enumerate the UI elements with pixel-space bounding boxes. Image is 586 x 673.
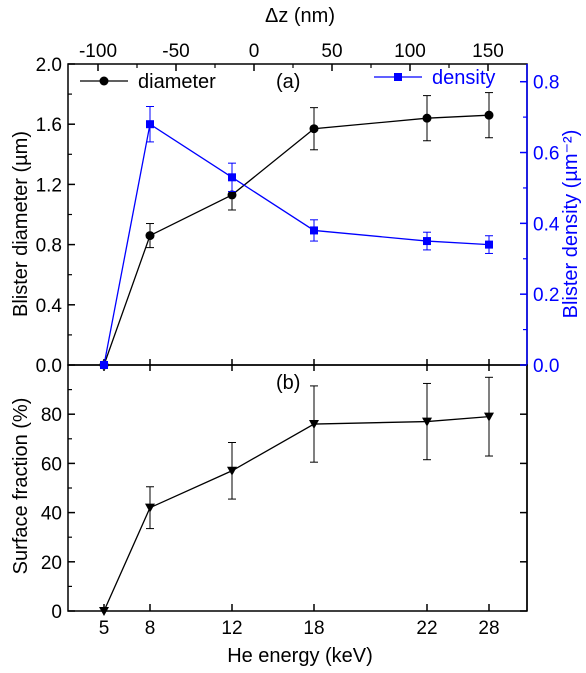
- plot-layer: 0.0 0.4 0.8 1.2 1.6 2.0 0.0 0.2 0.4 0.6 0.8 -100 -50…: [36, 41, 560, 639]
- y2-tick-label-density: 0.8: [533, 73, 559, 94]
- x-axis-title: He energy (keV): [227, 645, 373, 667]
- y-tick-label-diameter: 0.4: [36, 296, 63, 317]
- top-axis-tick-label: 0: [249, 41, 260, 62]
- surface-fraction-point: [309, 420, 319, 430]
- y-tick-label-surface: 60: [41, 454, 62, 475]
- legend-density-label: density: [432, 67, 495, 89]
- y-tick-label-surface: 40: [41, 504, 62, 525]
- x-tick-label: 5: [99, 618, 110, 639]
- panel-b-frame: [67, 364, 528, 612]
- top-axis-tick-label: 150: [472, 41, 504, 62]
- density-line: [103, 123, 490, 366]
- surface-fraction-point: [99, 607, 109, 616]
- density-point: [100, 361, 108, 369]
- x-tick-label: 22: [416, 618, 437, 639]
- diameter-point: [422, 113, 432, 123]
- y-tick-label-diameter: 1.6: [36, 115, 62, 136]
- density-point: [310, 226, 318, 235]
- diameter-point: [484, 110, 494, 120]
- panel-a-frame: [67, 63, 528, 366]
- surface-fraction-point: [145, 503, 155, 513]
- y-axis-title-surface: Surface fraction (%): [10, 398, 32, 575]
- surface-fraction-point: [422, 417, 432, 427]
- y-tick-label-surface: 20: [41, 553, 62, 574]
- panel-a-label: (a): [276, 71, 300, 93]
- top-axis-tick-label: 50: [321, 41, 342, 62]
- density-point: [423, 237, 431, 246]
- surface-fraction-point: [227, 466, 237, 476]
- top-axis-tick-label: -50: [162, 41, 189, 62]
- x-tick-label: 18: [303, 618, 324, 639]
- y-tick-label-surface: 0: [51, 602, 62, 623]
- legend-density-marker: [394, 73, 402, 81]
- y-tick-label-diameter: 1.2: [36, 175, 62, 196]
- density-point: [228, 173, 236, 182]
- y2-tick-label-density: 0.6: [533, 144, 559, 165]
- x-tick-label: 8: [145, 618, 156, 639]
- y2-axis-title-density: Blister density (µm⁻²): [560, 130, 582, 319]
- y-tick-label-diameter: 2.0: [36, 55, 62, 76]
- x-tick-label: 12: [221, 618, 242, 639]
- diameter-point: [145, 231, 155, 241]
- diameter-line: [103, 114, 490, 366]
- y-tick-label-surface: 80: [41, 405, 62, 426]
- y2-tick-label-density: 0.4: [533, 214, 560, 235]
- surface-fraction-point: [484, 412, 494, 422]
- y2-tick-label-density: 0.0: [533, 356, 559, 377]
- top-axis-tick-label: 100: [394, 41, 426, 62]
- y2-tick-label-density: 0.2: [533, 285, 559, 306]
- text-layer: (a) (b) Δz (nm) He energy (keV) Blister …: [10, 5, 582, 667]
- top-axis-title: Δz (nm): [265, 5, 335, 27]
- density-point: [146, 120, 154, 129]
- legend-diameter-marker: [99, 76, 109, 86]
- x-tick-label: 28: [478, 618, 499, 639]
- panel-b-label: (b): [276, 372, 300, 394]
- diameter-point: [227, 190, 237, 200]
- density-point: [485, 240, 493, 249]
- top-axis-tick-label: -100: [79, 41, 117, 62]
- surface-fraction-line: [103, 416, 490, 612]
- legend-diameter-label: diameter: [138, 71, 216, 93]
- diameter-point: [309, 124, 319, 134]
- y-tick-label-diameter: 0.0: [36, 356, 62, 377]
- y-axis-title-diameter: Blister diameter (µm): [10, 131, 32, 317]
- y-tick-label-diameter: 0.8: [36, 236, 62, 257]
